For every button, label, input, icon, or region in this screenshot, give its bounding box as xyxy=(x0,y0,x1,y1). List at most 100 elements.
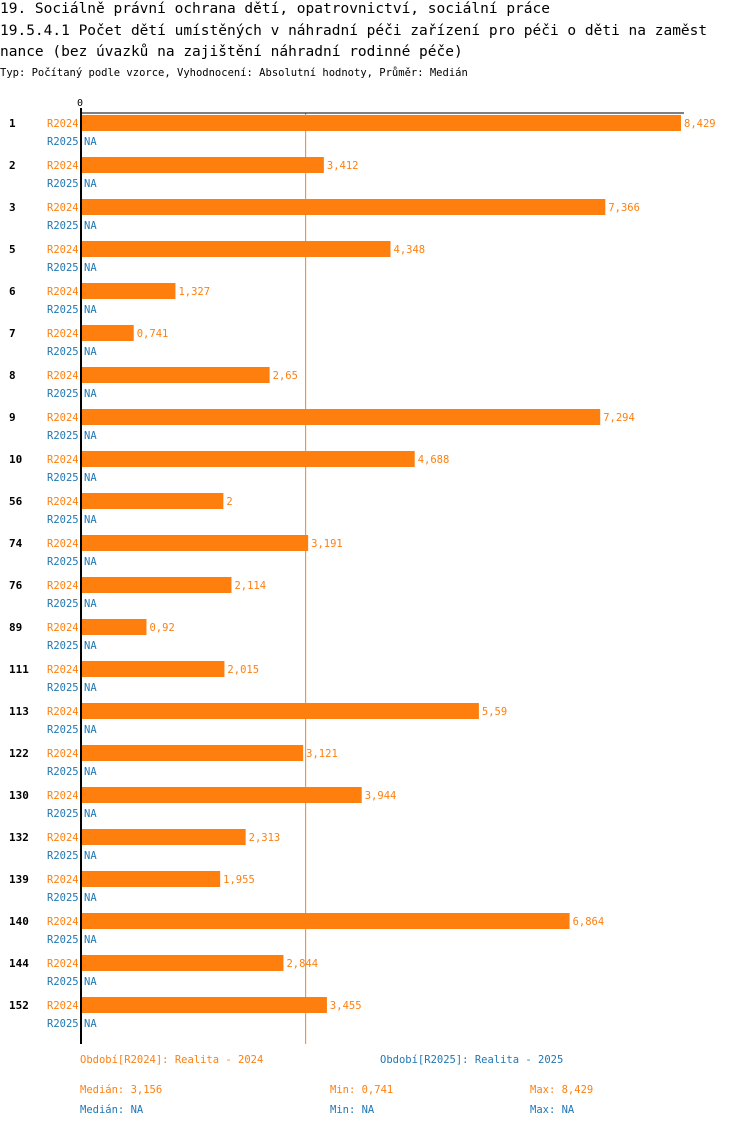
value-label-r2024: 0,741 xyxy=(137,328,169,340)
chart-title-line-2: 19.5.4.1 Počet dětí umístěných v náhradn… xyxy=(0,23,707,39)
bar-r2024 xyxy=(81,703,479,719)
value-label-r2025: NA xyxy=(84,262,97,274)
category-label: 3 xyxy=(9,201,16,214)
category-label: 113 xyxy=(9,705,29,718)
series-label-r2024: R2024 xyxy=(47,622,79,634)
chart-subtitle: Typ: Počítaný podle vzorce, Vyhodnocení:… xyxy=(0,67,468,79)
series-label-r2025: R2025 xyxy=(47,598,79,610)
series-label-r2024: R2024 xyxy=(47,328,79,340)
value-label-r2024: 7,366 xyxy=(608,202,640,214)
series-label-r2024: R2024 xyxy=(47,370,79,382)
value-label-r2024: 2,844 xyxy=(286,958,318,970)
series-label-r2025: R2025 xyxy=(47,556,79,568)
category-label: 111 xyxy=(9,663,29,676)
bar-r2024 xyxy=(81,325,134,341)
category-label: 139 xyxy=(9,873,29,886)
bar-r2024 xyxy=(81,409,601,425)
series-label-r2025: R2025 xyxy=(47,934,79,946)
category-label: 1 xyxy=(9,117,16,130)
bar-r2024 xyxy=(81,745,304,761)
bar-r2024 xyxy=(81,577,232,593)
series-label-r2024: R2024 xyxy=(47,664,79,676)
series-label-r2025: R2025 xyxy=(47,1018,79,1030)
value-label-r2025: NA xyxy=(84,808,97,820)
series-label-r2024: R2024 xyxy=(47,118,79,130)
bar-r2024 xyxy=(81,241,391,257)
series-label-r2025: R2025 xyxy=(47,304,79,316)
category-label: 140 xyxy=(9,915,29,928)
value-label-r2024: 3,412 xyxy=(327,160,359,172)
value-label-r2025: NA xyxy=(84,388,97,400)
bar-r2024 xyxy=(81,493,224,509)
bar-r2024 xyxy=(81,955,284,971)
stat-min-2025: Min: NA xyxy=(330,1104,375,1116)
legend-period-2025: Období[R2025]: Realita - 2025 xyxy=(380,1054,563,1066)
value-label-r2025: NA xyxy=(84,724,97,736)
value-label-r2025: NA xyxy=(84,178,97,190)
category-label: 9 xyxy=(9,411,16,424)
value-label-r2025: NA xyxy=(84,1018,97,1030)
chart-title-line-3: nance (bez úvazků na zajištění náhradní … xyxy=(0,44,463,60)
category-label: 122 xyxy=(9,747,29,760)
series-label-r2024: R2024 xyxy=(47,790,79,802)
bar-r2024 xyxy=(81,115,681,131)
value-label-r2025: NA xyxy=(84,136,97,148)
value-label-r2025: NA xyxy=(84,598,97,610)
stat-median-2024: Medián: 3,156 xyxy=(80,1084,162,1096)
category-label: 56 xyxy=(9,495,23,508)
series-label-r2024: R2024 xyxy=(47,916,79,928)
category-label: 144 xyxy=(9,957,29,970)
value-label-r2024: 3,191 xyxy=(311,538,343,550)
series-label-r2024: R2024 xyxy=(47,1000,79,1012)
value-label-r2025: NA xyxy=(84,304,97,316)
series-label-r2024: R2024 xyxy=(47,412,79,424)
series-label-r2025: R2025 xyxy=(47,724,79,736)
value-label-r2025: NA xyxy=(84,934,97,946)
series-label-r2024: R2024 xyxy=(47,286,79,298)
value-label-r2025: NA xyxy=(84,850,97,862)
value-label-r2025: NA xyxy=(84,556,97,568)
bar-r2024 xyxy=(81,535,309,551)
value-label-r2025: NA xyxy=(84,682,97,694)
value-label-r2024: 7,294 xyxy=(603,412,635,424)
series-label-r2025: R2025 xyxy=(47,178,79,190)
category-label: 74 xyxy=(9,537,23,550)
value-label-r2024: 3,455 xyxy=(330,1000,362,1012)
bar-r2024 xyxy=(81,787,362,803)
series-label-r2025: R2025 xyxy=(47,766,79,778)
value-label-r2025: NA xyxy=(84,220,97,232)
value-label-r2025: NA xyxy=(84,976,97,988)
bar-r2024 xyxy=(81,367,270,383)
value-label-r2024: 2 xyxy=(226,496,232,508)
value-label-r2024: 4,348 xyxy=(394,244,426,256)
series-label-r2025: R2025 xyxy=(47,430,79,442)
series-label-r2025: R2025 xyxy=(47,892,79,904)
series-label-r2024: R2024 xyxy=(47,244,79,256)
value-label-r2025: NA xyxy=(84,640,97,652)
series-label-r2025: R2025 xyxy=(47,514,79,526)
series-label-r2025: R2025 xyxy=(47,976,79,988)
category-label: 132 xyxy=(9,831,29,844)
stat-median-2025: Medián: NA xyxy=(80,1104,144,1116)
value-label-r2024: 6,864 xyxy=(573,916,605,928)
bar-r2024 xyxy=(81,157,324,173)
series-label-r2024: R2024 xyxy=(47,538,79,550)
value-label-r2024: 2,114 xyxy=(234,580,266,592)
value-label-r2024: 8,429 xyxy=(684,118,716,130)
bar-r2024 xyxy=(81,283,176,299)
bar-r2024 xyxy=(81,871,221,887)
value-label-r2024: 1,327 xyxy=(178,286,210,298)
plot-area: 1 R2024 8,429 R2025 NA 2 R2024 3,412 R2025 NA 3 R20… xyxy=(9,108,716,1044)
category-label: 8 xyxy=(9,369,16,382)
bar-r2024 xyxy=(81,199,606,215)
category-label: 89 xyxy=(9,621,22,634)
value-label-r2025: NA xyxy=(84,472,97,484)
value-label-r2024: 4,688 xyxy=(418,454,450,466)
series-label-r2025: R2025 xyxy=(47,220,79,232)
series-label-r2025: R2025 xyxy=(47,850,79,862)
value-label-r2025: NA xyxy=(84,892,97,904)
category-label: 6 xyxy=(9,285,16,298)
value-label-r2024: 2,65 xyxy=(273,370,298,382)
chart-title-line-1: 19. Sociálně právní ochrana dětí, opatro… xyxy=(0,1,550,17)
series-label-r2024: R2024 xyxy=(47,202,79,214)
